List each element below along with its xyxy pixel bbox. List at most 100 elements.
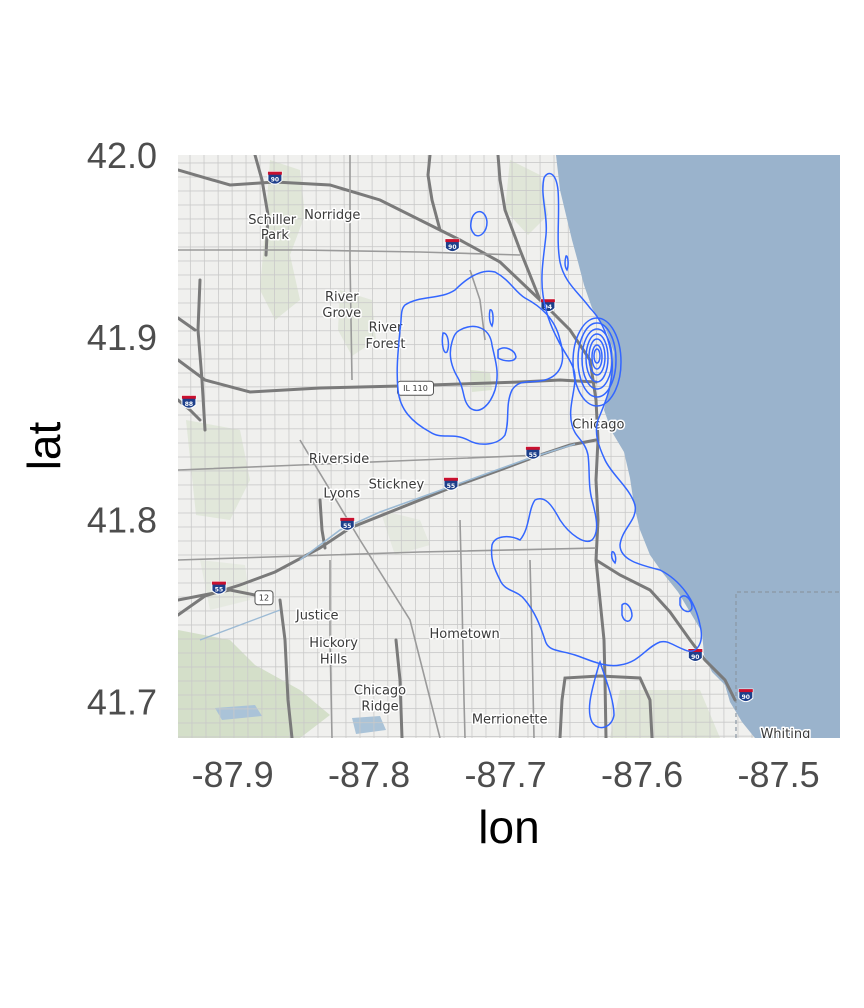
shield-number: 55 xyxy=(529,452,537,459)
street-line xyxy=(178,721,840,724)
place-label: Grove xyxy=(322,306,361,321)
river-2 xyxy=(199,609,281,641)
street-line xyxy=(371,155,375,738)
street-line xyxy=(357,155,361,738)
route-badge-label: 12 xyxy=(259,594,269,603)
street-line xyxy=(497,155,501,738)
place-label-halo: Whiting xyxy=(760,727,810,742)
route-badge-label: IL 110 xyxy=(403,384,428,393)
place-label: Park xyxy=(261,228,290,243)
map-panel[interactable]: NorridgeNorridgeSchillerSchillerParkPark… xyxy=(178,155,840,742)
place-label-halo: Chicago xyxy=(572,417,624,432)
street-line xyxy=(259,155,263,738)
street-line xyxy=(189,155,193,738)
shield-number: 88 xyxy=(185,401,193,408)
street-line xyxy=(511,155,515,738)
place-label: River xyxy=(369,321,403,336)
interstate-shield-icon: 55 xyxy=(339,517,355,531)
contour-south-sliver xyxy=(610,550,617,565)
contour-downtown-3 xyxy=(581,328,613,390)
street-line xyxy=(315,155,319,738)
place-label-halo: Schiller xyxy=(248,213,296,228)
street-line xyxy=(217,155,221,738)
place-label: Merrionette xyxy=(472,712,548,727)
street-line xyxy=(231,155,235,738)
place-label-halo: River xyxy=(369,321,403,336)
place-label-halo: Hometown xyxy=(429,627,499,642)
place-label: Hometown xyxy=(429,627,499,642)
place-label: Hickory xyxy=(309,636,358,651)
x-tick-label: -87.8 xyxy=(328,754,410,795)
contour-south-b xyxy=(679,595,693,613)
place-label: Ridge xyxy=(361,700,398,715)
contour-downtown-7 xyxy=(593,348,601,364)
place-label-halo: Forest xyxy=(366,337,406,352)
contour-west-inner-c xyxy=(497,347,517,362)
place-labels: NorridgeNorridgeSchillerSchillerParkPark… xyxy=(247,206,812,742)
street-line xyxy=(329,155,333,738)
y-axis-title: lat xyxy=(18,421,70,470)
interstate-shield-icon: 55 xyxy=(443,477,459,491)
street-line xyxy=(203,155,207,738)
place-label-halo: Lyons xyxy=(323,487,360,502)
contour-west-inner-a xyxy=(449,325,498,411)
x-tick-label: -87.9 xyxy=(192,754,274,795)
contour-far-south xyxy=(588,660,615,729)
x-tick-label: -87.6 xyxy=(601,754,683,795)
shield-number: 90 xyxy=(448,244,456,251)
shield-number: 90 xyxy=(271,177,279,184)
street-line xyxy=(287,155,291,738)
place-label: Whiting xyxy=(760,727,810,742)
x-axis-ticks: -87.9 -87.8 -87.7 -87.6 -87.5 xyxy=(192,754,820,795)
interstate-shield-icon: 55 xyxy=(525,446,541,460)
y-tick-label: 41.9 xyxy=(87,317,157,358)
street-line xyxy=(469,155,473,738)
contour-west-inner-d xyxy=(488,309,494,328)
density-contours[interactable] xyxy=(396,172,702,729)
place-label-halo: Justice xyxy=(295,609,339,624)
x-tick-label: -87.5 xyxy=(738,754,820,795)
place-label-halo: Grove xyxy=(322,306,361,321)
contour-west-inner-b xyxy=(441,332,450,354)
place-label: Justice xyxy=(295,609,339,624)
interstate-shield-icon: 90 xyxy=(444,238,460,253)
street-line xyxy=(539,155,543,738)
shield-number: 55 xyxy=(215,587,223,594)
street-line xyxy=(273,155,277,738)
street-line xyxy=(343,155,347,738)
interstate-shield-icon: 90 xyxy=(738,688,754,703)
route-badge-icon: 12 xyxy=(254,590,274,606)
interstate-shield-icon: 55 xyxy=(211,581,227,595)
street-line xyxy=(553,155,557,738)
contour-lakefront xyxy=(490,172,702,667)
shield-number: 55 xyxy=(343,523,351,530)
place-label-halo: Stickney xyxy=(369,477,425,492)
y-tick-label: 41.8 xyxy=(87,499,157,540)
place-label-halo: Hills xyxy=(320,652,348,667)
contour-downtown-4 xyxy=(585,333,609,383)
place-label-halo: Park xyxy=(261,228,290,243)
place-label-halo: Norridge xyxy=(304,208,360,223)
green-areas xyxy=(178,160,720,738)
place-label: Chicago xyxy=(354,683,406,698)
shield-number: 94 xyxy=(544,304,552,311)
place-label-halo: Chicago xyxy=(354,683,406,698)
place-label: Chicago xyxy=(572,417,624,432)
place-label-halo: Hickory xyxy=(309,636,358,651)
road-shields: 90 90 94 88 55 55 55 55 90 90 IL 110 12 xyxy=(181,171,754,703)
shield-number: 55 xyxy=(447,483,455,490)
y-tick-label: 41.7 xyxy=(87,682,157,723)
interstate-shield-icon: 90 xyxy=(267,171,283,185)
place-label: Stickney xyxy=(369,477,425,492)
contour-downtown-2 xyxy=(577,322,617,398)
place-label-halo: Merrionette xyxy=(472,712,548,727)
place-label: Schiller xyxy=(248,213,296,228)
place-label: Lyons xyxy=(323,487,360,502)
contour-south-a xyxy=(621,602,633,622)
contour-downtown-1 xyxy=(572,317,622,407)
place-label: Riverside xyxy=(309,452,369,467)
contour-downtown-6 xyxy=(591,344,603,370)
secondary-roads xyxy=(178,155,597,738)
street-line xyxy=(245,155,249,738)
contour-downtown-5 xyxy=(588,338,606,376)
